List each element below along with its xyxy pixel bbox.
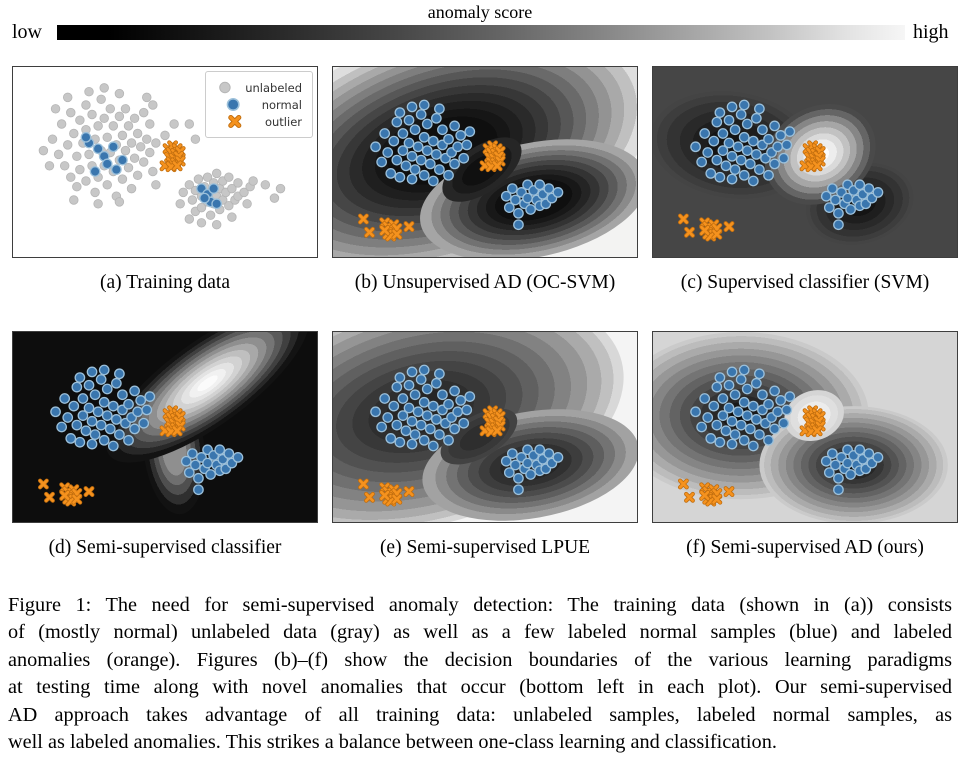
colorbar-block: anomaly score low high [0,0,960,43]
panel-b [332,66,638,258]
outlier_train-points [799,405,826,438]
legend-item-normal: normal [214,96,302,113]
outlier_train-points [159,405,186,438]
normal_test_left-points [690,364,796,452]
panel-plot-c [653,67,957,257]
figure-caption-line: of (mostly normal) unlabeled data (gray)… [8,621,952,644]
panel-grid: unlabeled normal outlier (a) Training data (… [12,66,958,560]
colorbar-gradient [57,25,905,40]
figure-caption-line: at testing time along with novel anomali… [8,676,952,699]
outlier_train-points [799,140,826,173]
outlier_novel-points [677,478,735,507]
normal_train_left-points [80,131,128,177]
normal_test_right-points [820,444,884,496]
normal_test_left-points [50,364,156,452]
panel-e [332,331,638,523]
figure-caption-line: anomalies (orange). Figures (b)–(f) show… [8,648,952,671]
normal_test_left-points [690,99,796,187]
panel-plot-e [333,332,637,522]
panel-plot-d [13,332,317,522]
legend-item-unlabeled: unlabeled [214,79,302,96]
panel-caption-b: (b) Unsupervised AD (OC-SVM) [354,272,616,293]
outlier_novel-points [37,478,95,507]
panel-caption-e: (e) Semi-supervised LPUE [379,537,591,558]
legend-label: unlabeled [245,80,302,95]
normal_train_right-points [196,183,223,210]
figure-caption-line: AD approach takes advantage of all train… [8,703,952,726]
outlier-marker-icon [228,114,242,129]
panel-caption-a: (a) Training data [100,272,230,293]
outlier_novel-points [357,478,415,507]
legend-item-outlier: outlier [214,113,302,130]
figure-caption: Figure 1: The need for semi-supervised a… [8,592,952,756]
figure-caption-line: Figure 1: The need for semi-supervised a… [8,594,952,616]
panel-caption-f: (f) Semi-supervised AD (ours) [686,537,924,558]
figure-panel-c: (c) Supervised classifier (SVM) [652,66,958,295]
panel-caption-d: (d) Semi-supervised classifier [48,537,282,558]
colorbar-row: low high [0,21,960,43]
normal_test_left-points [370,99,476,187]
outlier_novel-points [677,213,735,242]
legend-label: normal [261,97,302,112]
colorbar-low-label: low [12,21,42,43]
panel-plot-b [333,67,637,257]
figure-panel-e: (e) Semi-supervised LPUE [332,331,638,560]
unlabeled-marker-icon [219,81,231,94]
legend: unlabeled normal outlier [204,71,313,138]
panel-f [652,331,958,523]
legend-label: outlier [264,114,302,129]
panel-a: unlabeled normal outlier [12,66,318,258]
figure-panel-f: (f) Semi-supervised AD (ours) [652,331,958,560]
panel-plot-f [653,332,957,522]
colorbar-title: anomaly score [427,2,533,22]
outlier_novel-points [357,213,415,242]
unlabeled_strays-points [160,119,286,203]
panel-caption-c: (c) Supervised classifier (SVM) [680,272,930,293]
panel-d [12,331,318,523]
figure-panel-a: unlabeled normal outlier (a) Training data [12,66,318,295]
normal_test_right-points [820,179,884,231]
outlier_train-points [479,140,506,173]
figure-panel-b: (b) Unsupervised AD (OC-SVM) [332,66,638,295]
outlier_train-points [159,140,186,173]
outlier_train-points [479,405,506,438]
normal_test_right-points [500,179,564,231]
normal-marker-icon [226,98,240,111]
normal_test_right-points [180,444,244,496]
normal_test_left-points [370,364,476,452]
figure-panel-d: (d) Semi-supervised classifier [12,331,318,560]
figure-caption-line: well as labeled anomalies. This strikes … [8,731,777,754]
colorbar-high-label: high [913,21,949,43]
normal_test_right-points [500,444,564,496]
panel-c [652,66,958,258]
